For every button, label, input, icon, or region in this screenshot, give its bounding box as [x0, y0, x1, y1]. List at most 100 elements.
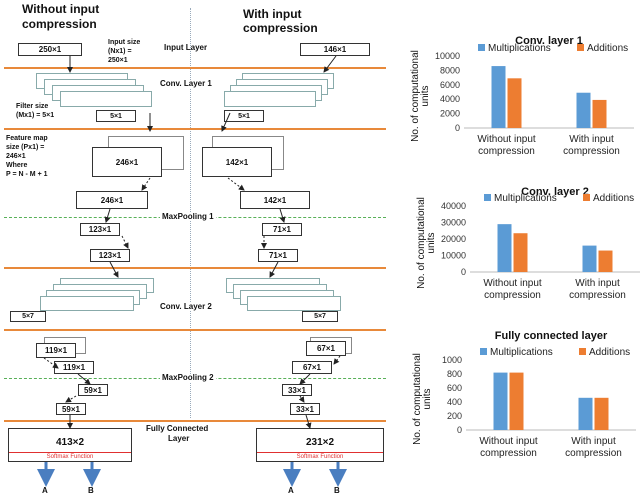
- filter-size-label: Filter size: [16, 103, 49, 110]
- x-tick-label: Without input: [483, 278, 542, 289]
- output-b-right: B: [334, 486, 340, 495]
- bar-additions: [598, 250, 613, 272]
- x-tick-label: compression: [569, 290, 626, 301]
- conv2-stack-left: [40, 278, 160, 314]
- x-tick-label: compression: [563, 146, 620, 157]
- filter-box-left: 5×1: [96, 110, 136, 122]
- legend-label: Additions: [587, 43, 628, 54]
- conv1-output-right: 142×1: [202, 147, 272, 177]
- y-tick-label: 400: [447, 397, 462, 407]
- y-tick-label: 40000: [441, 201, 466, 211]
- conv2-stack-right: [226, 278, 346, 314]
- fc-label-2: Layer: [168, 434, 190, 443]
- input-size-label-2: (Nx1) =: [108, 48, 132, 55]
- chart-title: Fully connected layer: [494, 330, 608, 342]
- bar-multiplications: [491, 66, 506, 128]
- legend-swatch: [583, 194, 590, 201]
- maxpool2-label: MaxPooling 2: [160, 373, 216, 382]
- y-tick-label: 0: [461, 267, 466, 277]
- input-layer-label: Input Layer: [164, 43, 208, 52]
- chart-title: Conv. layer 2: [521, 186, 589, 198]
- legend-swatch: [484, 194, 491, 201]
- y-tick-label: 200: [447, 411, 462, 421]
- x-tick-label: Without input: [479, 436, 538, 447]
- bar-multiplications: [497, 224, 512, 272]
- layer-divider: [4, 329, 386, 331]
- y-tick-label: 800: [447, 369, 462, 379]
- flow-arrows: [37, 55, 347, 487]
- conv1-output-left: 246×1: [92, 147, 162, 177]
- x-tick-label: compression: [484, 290, 541, 301]
- x-tick-label: With input: [571, 436, 616, 447]
- conv2-output-left: 119×1: [36, 343, 76, 358]
- y-tick-label: 2000: [440, 109, 460, 119]
- legend-label: Multiplications: [494, 193, 557, 204]
- y-tick-label: 20000: [441, 234, 466, 244]
- x-tick-label: With input: [575, 278, 620, 289]
- bar-additions: [513, 233, 528, 272]
- layer-divider: [4, 67, 386, 69]
- y-tick-label: 0: [457, 425, 462, 435]
- conv2-output-right: 67×1: [306, 341, 346, 356]
- conv1-stack-left: [36, 73, 154, 113]
- legend-swatch: [480, 348, 487, 355]
- left-column-title: Without input: [22, 2, 100, 16]
- conv2-pool-input-right: 67×1: [292, 361, 332, 374]
- x-tick-label: Without input: [477, 134, 536, 145]
- y-tick-label: 4000: [440, 94, 460, 104]
- input-size-label: Input size: [108, 39, 141, 46]
- right-column-title: With input: [243, 7, 302, 21]
- maxpool1-label: MaxPooling 1: [160, 212, 216, 221]
- conv2-label: Conv. Layer 2: [158, 302, 214, 311]
- x-tick-label: With input: [569, 134, 614, 145]
- fc-output-right: 231×2: [305, 437, 335, 448]
- filter-box-right: 5×1: [224, 110, 264, 122]
- fc-label: Fully Connected: [146, 424, 209, 433]
- y-tick-label: 600: [447, 383, 462, 393]
- conv1-pool-input-right: 142×1: [240, 191, 310, 209]
- maxpool1-next-left: 123×1: [90, 249, 130, 262]
- y-tick-label: 0: [455, 123, 460, 133]
- x-tick-label: compression: [565, 448, 622, 459]
- y-tick-label: 1000: [442, 355, 462, 365]
- input-size-label-3: 250×1: [108, 57, 128, 64]
- feature-map-label-5: P = N - M + 1: [6, 171, 48, 178]
- x-tick-label: compression: [480, 448, 537, 459]
- conv2-filter-right: 5×7: [302, 311, 338, 322]
- bar-additions: [509, 372, 524, 430]
- input-box-left: 250×1: [18, 43, 82, 56]
- legend-label: Multiplications: [488, 43, 551, 54]
- softmax-left: Softmax Function: [9, 452, 131, 461]
- legend-swatch: [579, 348, 586, 355]
- input-box-right: 146×1: [300, 43, 370, 56]
- maxpool1-next-right: 71×1: [258, 249, 298, 262]
- conv2-filter-left: 5×7: [10, 311, 46, 322]
- softmax-right: Softmax Function: [257, 452, 383, 461]
- maxpool2-output-right: 33×1: [282, 384, 312, 396]
- maxpool1-output-left: 123×1: [80, 223, 120, 236]
- legend-swatch: [478, 44, 485, 51]
- maxpool1-output-right: 71×1: [262, 223, 302, 236]
- maxpool2-next-left: 59×1: [56, 403, 86, 415]
- legend-label: Additions: [589, 347, 630, 358]
- layer-divider: [4, 128, 386, 130]
- right-column-subtitle: compression: [243, 21, 318, 35]
- layer-divider: [4, 267, 386, 269]
- legend-label: Additions: [593, 193, 634, 204]
- output-a-left: A: [42, 486, 48, 495]
- feature-map-label: Feature map: [6, 135, 48, 142]
- bar-additions: [507, 78, 522, 128]
- output-a-right: A: [288, 486, 294, 495]
- chart-title: Conv. layer 1: [515, 35, 583, 47]
- x-tick-label: compression: [478, 146, 535, 157]
- y-tick-label: 6000: [440, 80, 460, 90]
- bar-additions: [594, 397, 609, 430]
- y-tick-label: 10000: [435, 51, 460, 61]
- y-tick-label: 8000: [440, 65, 460, 75]
- maxpool2-output-left: 59×1: [78, 384, 108, 396]
- conv1-pool-input-left: 246×1: [76, 191, 148, 209]
- feature-map-label-2: size (Px1) =: [6, 144, 45, 151]
